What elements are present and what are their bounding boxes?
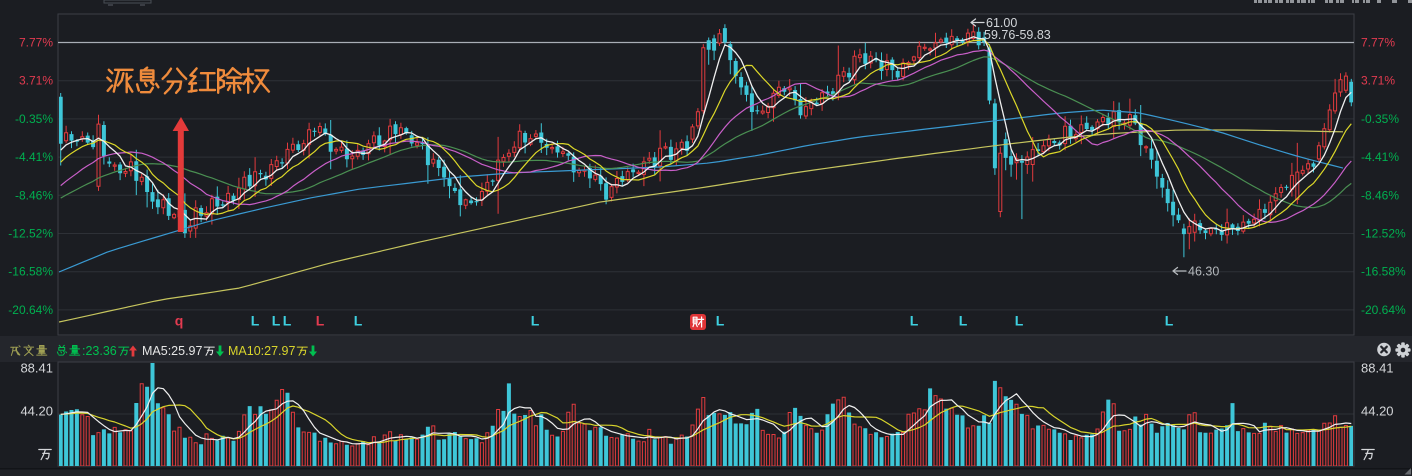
svg-text:59.76-59.83: 59.76-59.83 xyxy=(984,28,1051,42)
svg-text:L: L xyxy=(716,313,725,329)
svg-text:L: L xyxy=(272,313,281,329)
svg-text:-12.52%: -12.52% xyxy=(8,227,53,241)
svg-text:L: L xyxy=(531,313,540,329)
svg-text:L: L xyxy=(1015,313,1024,329)
svg-text:L: L xyxy=(354,313,363,329)
svg-text:7.77%: 7.77% xyxy=(1361,36,1395,50)
svg-text:44.20: 44.20 xyxy=(20,404,53,419)
svg-text:-16.58%: -16.58% xyxy=(1361,265,1406,279)
svg-text:-0.35%: -0.35% xyxy=(15,112,53,126)
svg-text:MA5:25.97: MA5:25.97 xyxy=(142,344,203,358)
svg-text:q: q xyxy=(175,313,184,329)
svg-text:L: L xyxy=(910,313,919,329)
svg-text:3.71%: 3.71% xyxy=(19,74,53,88)
svg-text::23.36: :23.36 xyxy=(82,344,117,358)
svg-text:88.41: 88.41 xyxy=(20,361,53,376)
svg-text:L: L xyxy=(1165,313,1174,329)
svg-text:61.00: 61.00 xyxy=(986,16,1017,30)
svg-text:-12.52%: -12.52% xyxy=(1361,227,1406,241)
svg-text:MA10:27.97: MA10:27.97 xyxy=(228,344,295,358)
svg-text:-16.58%: -16.58% xyxy=(8,265,53,279)
svg-text:-4.41%: -4.41% xyxy=(15,150,53,164)
svg-text:-8.46%: -8.46% xyxy=(1361,188,1399,202)
svg-text:L: L xyxy=(283,313,292,329)
svg-text:7.77%: 7.77% xyxy=(19,36,53,50)
svg-text:L: L xyxy=(959,313,968,329)
svg-text:-8.46%: -8.46% xyxy=(15,188,53,202)
svg-text:-20.64%: -20.64% xyxy=(8,303,53,317)
svg-text:-20.64%: -20.64% xyxy=(1361,303,1406,317)
svg-text:44.20: 44.20 xyxy=(1361,404,1394,419)
svg-text:3.71%: 3.71% xyxy=(1361,74,1395,88)
svg-text:88.41: 88.41 xyxy=(1361,361,1394,376)
svg-text:L: L xyxy=(251,313,260,329)
svg-text:46.30: 46.30 xyxy=(1188,265,1219,279)
svg-text:-0.35%: -0.35% xyxy=(1361,112,1399,126)
svg-text:-4.41%: -4.41% xyxy=(1361,150,1399,164)
svg-text:L: L xyxy=(316,313,325,329)
